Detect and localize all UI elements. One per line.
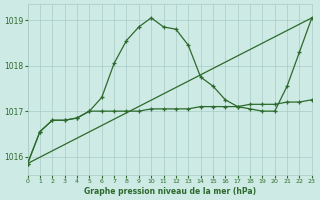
X-axis label: Graphe pression niveau de la mer (hPa): Graphe pression niveau de la mer (hPa) [84, 187, 256, 196]
